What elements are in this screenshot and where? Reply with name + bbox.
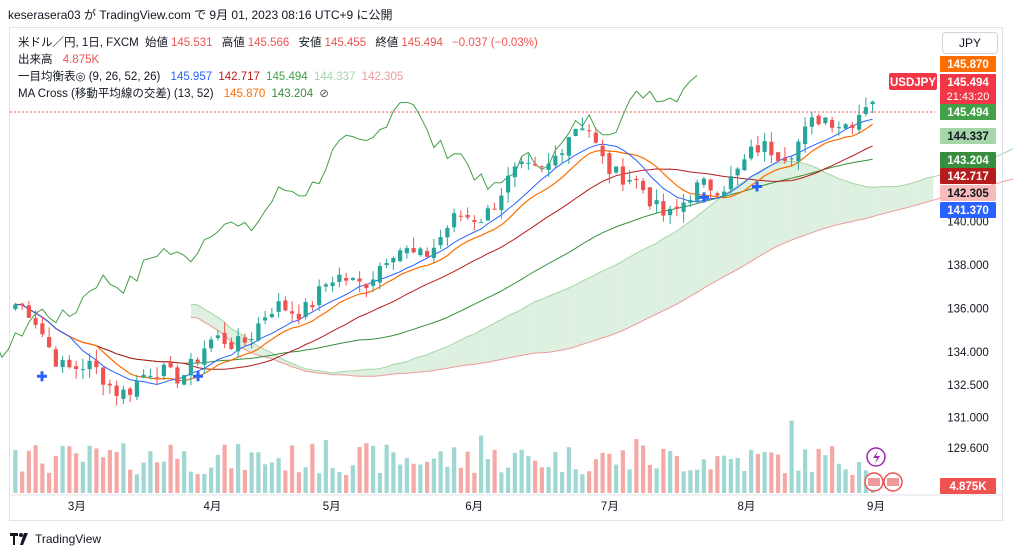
legend-hide-icon[interactable]: ⊘ [319, 88, 329, 100]
legend-symbol[interactable]: 米ドル／円, 1日, FXCM [18, 37, 139, 49]
legend-change: −0.037 (−0.03%) [452, 37, 538, 49]
legend-volume-value: 4.875K [62, 54, 100, 66]
legend-volume[interactable]: 出来高 4.875K [18, 51, 102, 67]
legend-ohlc: 米ドル／円, 1日, FXCM 始値 145.531 高値 145.566 安値 14… [18, 34, 541, 50]
currency-button[interactable]: JPY [942, 32, 998, 54]
legend-ma-slow: 143.204 [271, 88, 314, 100]
legend-ichimoku[interactable]: 一目均衡表◎ (9, 26, 52, 26) 145.957 142.717 1… [18, 68, 406, 84]
chart-frame [9, 27, 1003, 521]
legend-close: 145.494 [401, 37, 443, 49]
legend-senkou-b: 142.305 [361, 71, 404, 83]
footer-brand-text: TradingView [35, 532, 102, 546]
tradingview-logo-icon [10, 533, 28, 545]
legend-tenkan: 145.957 [170, 71, 213, 83]
legend-close-label: 終値 [375, 37, 399, 49]
legend-open: 145.531 [170, 37, 213, 49]
legend-kijun: 142.717 [218, 71, 260, 83]
legend-high-label: 高値 [221, 37, 245, 49]
legend-ma-cross[interactable]: MA Cross (移動平均線の交差) (13, 52) 145.870 143… [18, 85, 332, 101]
legend-volume-label: 出来高 [18, 54, 53, 66]
legend-ma-label: MA Cross (移動平均線の交差) (13, 52) [18, 88, 214, 100]
legend-open-label: 始値 [144, 37, 168, 49]
legend-low-label: 安値 [298, 37, 322, 49]
legend-chikou: 145.494 [266, 71, 308, 83]
legend-ma-fast: 145.870 [223, 88, 266, 100]
legend-senkou-a: 144.337 [313, 71, 356, 83]
footer-brand[interactable]: TradingView [10, 532, 101, 546]
legend-ichimoku-label: 一目均衡表◎ (9, 26, 52, 26) [18, 71, 161, 83]
legend-high: 145.566 [247, 37, 290, 49]
publish-header: keserasera03 が TradingView.com で 9月 01, … [8, 8, 393, 22]
legend-low: 145.455 [324, 37, 367, 49]
